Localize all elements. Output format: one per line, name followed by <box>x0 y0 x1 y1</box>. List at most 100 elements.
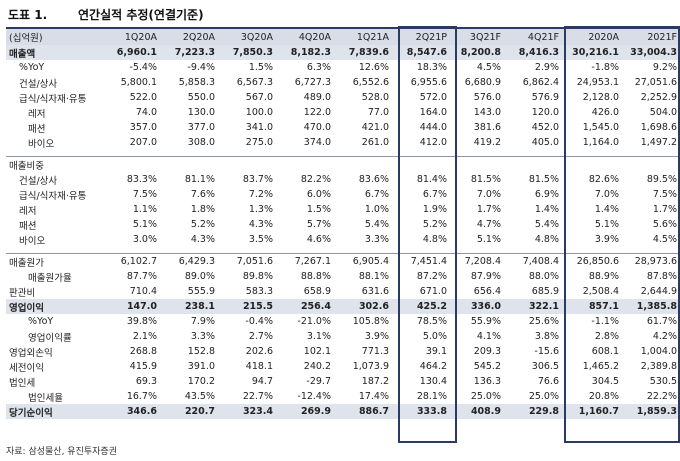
table-cell: 26,850.6 <box>562 253 622 269</box>
table-cell: 583.3 <box>245 286 273 297</box>
table-cell: 391.0 <box>187 361 215 372</box>
table-cell: 7,451.4 <box>392 253 450 269</box>
table-cell: 8,416.3 <box>504 45 562 60</box>
table-cell: 336.0 <box>450 299 504 314</box>
table-cell: 710.4 <box>129 286 157 297</box>
table-cell: 5.1% <box>476 234 501 245</box>
table-cell: 2.9% <box>534 62 559 73</box>
table-cell: 6,552.6 <box>352 77 389 88</box>
row-label: 법인세 <box>9 377 36 389</box>
table-cell: 81.5% <box>528 174 559 185</box>
table-cell: 28,973.6 <box>622 253 680 269</box>
table-cell: -1.8% <box>591 62 619 73</box>
table-cell: 7,408.4 <box>504 253 562 269</box>
row-label: %YoY <box>19 62 45 73</box>
table-cell: 1.8% <box>190 204 215 215</box>
table-cell: 421.0 <box>361 122 389 133</box>
row-label: 급식/식자재·유통 <box>19 190 87 202</box>
table-cell: 39.1 <box>425 346 447 357</box>
table-cell: 6,862.4 <box>522 77 559 88</box>
table-cell: 105.8% <box>352 316 389 327</box>
source-note: 자료: 삼성물산, 유진투자증권 <box>6 447 117 457</box>
table-cell: 6,680.9 <box>464 77 501 88</box>
row-label: 법인세율 <box>28 392 63 404</box>
table-cell: 412.0 <box>419 137 447 148</box>
column-header: 4Q21F <box>504 29 562 45</box>
table-cell: 576.0 <box>473 92 501 103</box>
table-cell: 470.0 <box>303 122 331 133</box>
table-cell: 7,850.3 <box>218 45 276 60</box>
table-cell: 1,859.3 <box>622 404 680 419</box>
table-cell: 268.8 <box>129 346 157 357</box>
table-cell: 1.5% <box>248 62 273 73</box>
table-cell: 1.7% <box>652 204 677 215</box>
row-label: 바이오 <box>19 235 46 247</box>
table-cell: 1.0% <box>364 204 389 215</box>
table-cell: 130.4 <box>419 376 447 387</box>
row-label: 매출원가 <box>6 253 102 269</box>
table-cell: 81.4% <box>416 174 447 185</box>
table-cell: 2,128.0 <box>582 92 619 103</box>
row-label: 매출비중 <box>6 156 102 172</box>
table-cell: 608.1 <box>591 346 619 357</box>
table-cell: 16.7% <box>126 391 157 402</box>
table-cell: 308.0 <box>187 137 215 148</box>
table-cell: 1.4% <box>534 204 559 215</box>
table-cell: 656.4 <box>473 286 501 297</box>
table-row: 바이오 3.0% 4.3% 3.5% 4.6% 3.3% 4.8% 5.1% 4.8% 3.9% 4… <box>6 232 680 247</box>
table-cell: 322.1 <box>504 299 562 314</box>
table-cell: 3.9% <box>594 234 619 245</box>
table-row: 매출원가 6,102.7 6,429.3 7,051.6 7,267.1 6,905.4 7… <box>6 253 680 269</box>
table-cell: 5.4% <box>364 219 389 230</box>
row-label: 영업이익률 <box>28 332 72 344</box>
table-row: 패션 5.1% 5.2% 4.3% 5.7% 5.4% 5.2% 4.7% 5.4% 5.1% 5.… <box>6 217 680 232</box>
table-cell: 3.8% <box>534 331 559 342</box>
figure-title: 연간실적 추정(연결기준) <box>78 8 204 22</box>
table-cell: 39.8% <box>126 316 157 327</box>
table-cell: 74.0 <box>135 107 157 118</box>
table-cell: 4.3% <box>248 219 273 230</box>
table-cell <box>160 156 218 172</box>
table-cell: 2,644.9 <box>640 286 677 297</box>
table-cell: 170.2 <box>187 376 215 387</box>
table-cell: 187.2 <box>361 376 389 387</box>
table-cell: 4.2% <box>652 331 677 342</box>
table-cell: 143.0 <box>473 107 501 118</box>
table-cell: 94.7 <box>251 376 273 387</box>
table-cell: 202.6 <box>245 346 273 357</box>
table-cell: 522.0 <box>129 92 157 103</box>
table-cell: 87.2% <box>416 271 447 282</box>
column-header: 2Q21P <box>392 29 450 45</box>
table-cell: 381.6 <box>473 122 501 133</box>
table-cell: 576.9 <box>531 92 559 103</box>
table-cell: 120.0 <box>531 107 559 118</box>
table-cell: 215.5 <box>218 299 276 314</box>
table-cell: 12.6% <box>358 62 389 73</box>
table-cell: 306.5 <box>531 361 559 372</box>
table-cell: 5.2% <box>190 219 215 230</box>
column-header: 2Q20A <box>160 29 218 45</box>
table-row: 법인세 69.3 170.2 94.7 -29.7 187.2 130.4 136.3 76.6… <box>6 374 680 389</box>
table-row: 영업이익 147.0 238.1 215.5 256.4 302.6 425.2 336.0 3… <box>6 299 680 314</box>
row-label: 건설/상사 <box>19 175 58 187</box>
column-header: 2021F <box>622 29 680 45</box>
table-cell: 102.1 <box>303 346 331 357</box>
figure-label: 도표 1. <box>8 8 48 22</box>
table-cell: 83.3% <box>126 174 157 185</box>
table-cell: 81.1% <box>184 174 215 185</box>
table-cell: 8,200.8 <box>450 45 504 60</box>
table-cell: 152.8 <box>187 346 215 357</box>
table-cell: 275.0 <box>245 137 273 148</box>
table-cell: 2.7% <box>248 331 273 342</box>
table-cell: 671.0 <box>419 286 447 297</box>
table-cell: 302.6 <box>334 299 392 314</box>
table-cell: 346.6 <box>102 404 160 419</box>
table-cell: 357.0 <box>129 122 157 133</box>
table-cell: 82.6% <box>588 174 619 185</box>
column-header: 1Q21A <box>334 29 392 45</box>
figure-header: 도표 1. 연간실적 추정(연결기준) <box>6 0 680 29</box>
table-cell: 89.0% <box>184 271 215 282</box>
table-cell: 6,102.7 <box>102 253 160 269</box>
table-cell: 229.8 <box>504 404 562 419</box>
table-cell: 6.3% <box>306 62 331 73</box>
